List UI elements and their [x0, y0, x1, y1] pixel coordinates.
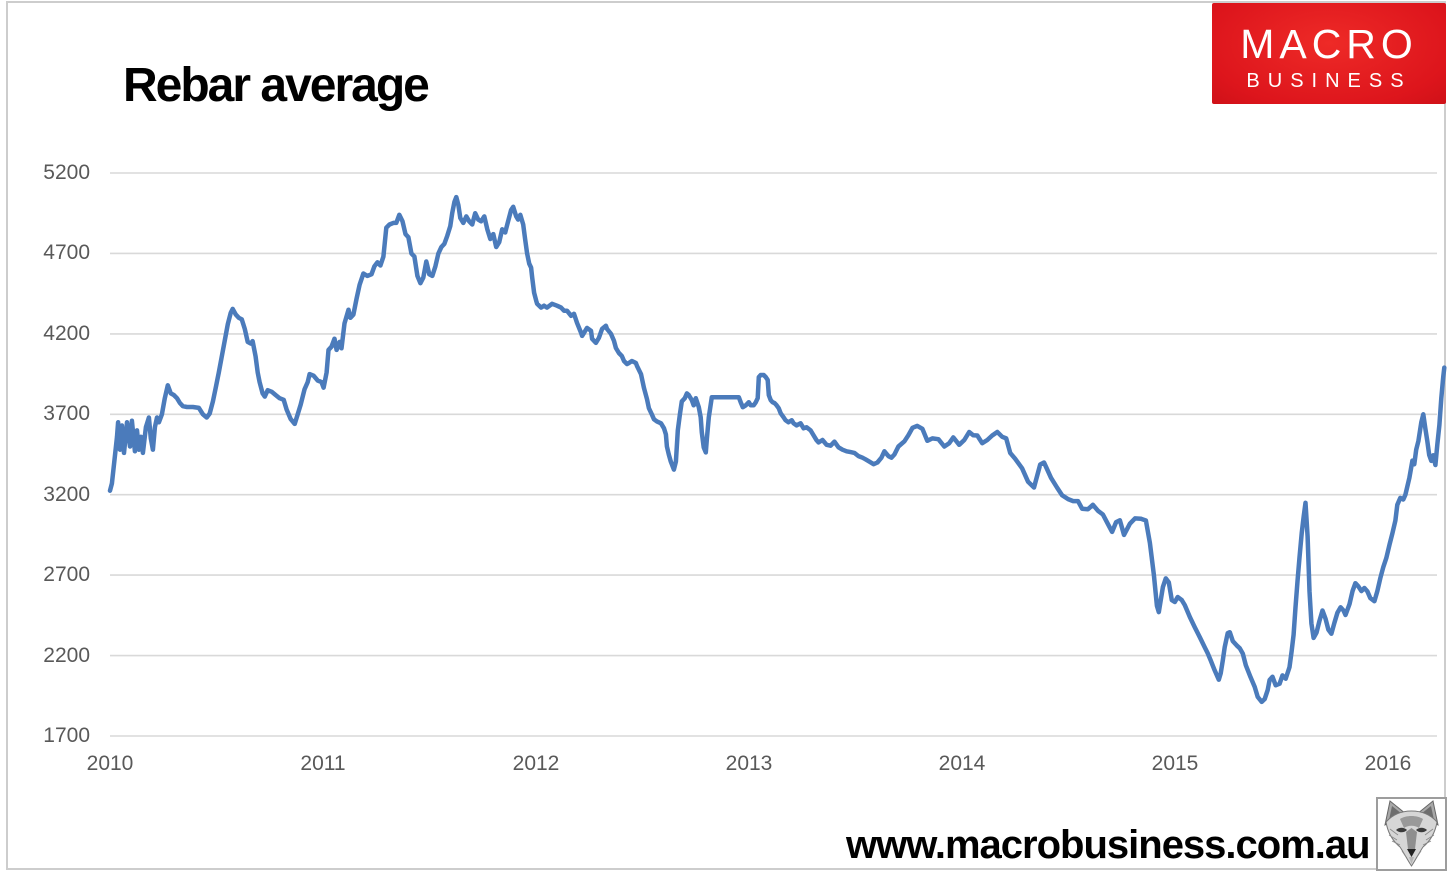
y-tick-label-5200: 5200	[43, 161, 90, 184]
y-tick-label-1700: 1700	[43, 724, 90, 747]
wolf-logo	[1376, 797, 1447, 871]
y-tick-label-4700: 4700	[43, 241, 90, 265]
gridlines	[110, 172, 1437, 737]
x-tick-label-2014: 2014	[938, 752, 986, 775]
chart-title: Rebar average	[123, 59, 430, 113]
macrobusiness-logo: MACRO BUSINESS	[1212, 3, 1446, 104]
logo-text-business: BUSINESS	[1246, 70, 1412, 93]
logo-text-macro: MACRO	[1240, 21, 1418, 67]
y-tick-label-4200: 4200	[43, 321, 90, 345]
y-tick-label-3200: 3200	[43, 482, 90, 506]
website-url: www.macrobusiness.com.au	[846, 823, 1371, 867]
x-tick-label-2011: 2011	[300, 752, 346, 775]
x-tick-label-2010: 2010	[86, 752, 134, 775]
y-tick-label-3700: 3700	[43, 402, 90, 426]
y-tick-label-2700: 2700	[43, 563, 90, 587]
wolf-icon	[1378, 799, 1445, 869]
rebar-price-line	[107, 194, 1447, 705]
x-tick-label-2012: 2012	[512, 752, 560, 775]
x-tick-label-2015: 2015	[1151, 752, 1199, 775]
y-tick-label-2200: 2200	[43, 643, 90, 667]
x-tick-label-2016: 2016	[1364, 752, 1412, 775]
x-tick-label-2013: 2013	[725, 752, 773, 775]
